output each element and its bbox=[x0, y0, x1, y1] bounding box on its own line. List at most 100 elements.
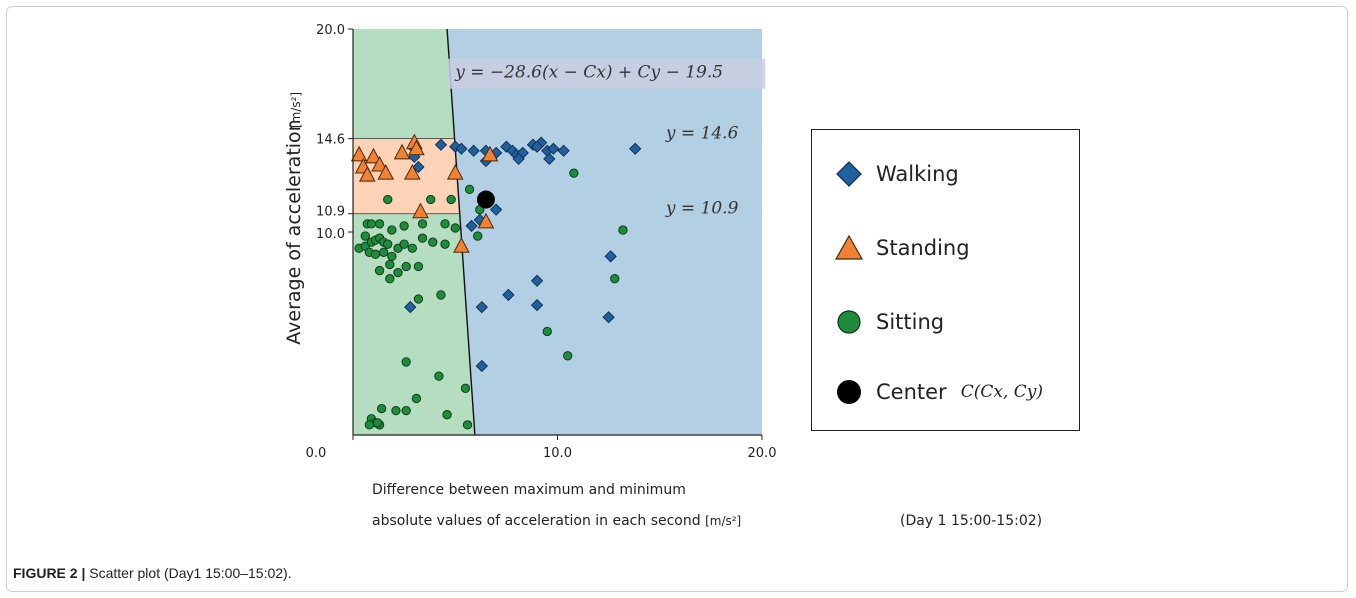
walking-point bbox=[412, 160, 425, 174]
circle-marker-icon bbox=[832, 305, 866, 339]
sitting-point bbox=[401, 261, 411, 272]
annotation-highlight bbox=[447, 58, 766, 89]
sitting-point bbox=[417, 233, 428, 243]
sitting-point bbox=[446, 194, 456, 205]
y-tick-label: 10.9 bbox=[316, 205, 345, 220]
walking-point bbox=[455, 142, 468, 155]
sitting-point bbox=[366, 219, 377, 229]
sitting-point bbox=[401, 357, 411, 367]
sitting-point bbox=[436, 290, 446, 300]
walking-point bbox=[602, 311, 615, 324]
sitting-point bbox=[618, 225, 628, 235]
sitting-point bbox=[370, 249, 381, 259]
sitting-point bbox=[569, 168, 579, 178]
walking-point bbox=[543, 152, 556, 166]
sitting-point bbox=[417, 219, 428, 229]
sitting-point bbox=[434, 371, 444, 381]
sitting-point bbox=[364, 420, 375, 430]
x-axis-unit: [m/s²] bbox=[705, 514, 742, 528]
sitting-point bbox=[442, 410, 452, 420]
sitting-point bbox=[610, 274, 620, 284]
sitting-point bbox=[387, 225, 397, 235]
walking-point bbox=[475, 359, 488, 373]
walking-point bbox=[502, 288, 515, 302]
sitting-point bbox=[440, 219, 450, 229]
walking-point bbox=[604, 250, 617, 263]
sitting-point bbox=[393, 267, 403, 278]
walking-point bbox=[475, 300, 488, 314]
walking-point bbox=[512, 152, 525, 166]
plot-annotations: y = −28.6(x − Cx) + Cy − 19.5 y = 14.6 y =… bbox=[447, 58, 766, 219]
standing-point bbox=[412, 202, 429, 219]
figure-frame bbox=[6, 6, 1348, 592]
standing-point bbox=[446, 164, 464, 180]
sitting-point bbox=[542, 326, 552, 337]
x-tick-label: 10.0 bbox=[543, 446, 572, 461]
legend-center-formula: C(Cx, Cy) bbox=[960, 382, 1043, 402]
standing-point bbox=[403, 164, 421, 180]
y-tick-label: 14.6 bbox=[316, 133, 345, 148]
standing-point bbox=[350, 145, 368, 162]
sitting-point bbox=[460, 383, 471, 393]
standing-point bbox=[477, 212, 495, 229]
legend-item-sitting: Sitting bbox=[832, 302, 944, 342]
legend-item-walking: Walking bbox=[832, 154, 959, 194]
legend-label-sitting: Sitting bbox=[876, 310, 945, 334]
walking-point bbox=[557, 144, 570, 157]
walking-point bbox=[629, 142, 642, 155]
legend-label-walking: Walking bbox=[876, 162, 959, 186]
boundary-line bbox=[446, 28, 476, 436]
black-dot-icon bbox=[832, 375, 866, 409]
sitting-point bbox=[440, 239, 450, 249]
standing-point bbox=[408, 139, 425, 156]
region-sitting bbox=[353, 29, 475, 435]
walking-point bbox=[530, 140, 544, 153]
walking-point bbox=[434, 138, 448, 151]
sitting-point bbox=[391, 405, 401, 416]
sitting-point bbox=[374, 265, 385, 276]
region-walking bbox=[447, 29, 762, 435]
caption-text: Scatter plot (Day1 15:00–15:02). bbox=[85, 565, 292, 581]
x-axis-label-line-1: Difference between maximum and minimum bbox=[372, 482, 686, 498]
legend-item-center: Center C(Cx, Cy) bbox=[832, 372, 1043, 412]
triangle-marker-icon bbox=[832, 231, 866, 265]
annotation-2: y = 14.6 bbox=[665, 124, 739, 144]
sitting-point bbox=[426, 194, 436, 205]
walking-point bbox=[465, 219, 478, 233]
center-point bbox=[476, 190, 495, 209]
standing-point bbox=[371, 155, 388, 172]
standing-point bbox=[453, 237, 470, 253]
sitting-point bbox=[385, 274, 395, 284]
x-tick-label: 0.0 bbox=[306, 446, 327, 461]
sitting-point bbox=[387, 251, 397, 262]
sitting-point bbox=[399, 239, 409, 249]
y-axis-unit: [m/s²] bbox=[289, 92, 303, 128]
annotation-1: y = −28.6(x − Cx) + Cy − 19.5 bbox=[454, 63, 723, 83]
sitting-point bbox=[376, 403, 387, 414]
plot-axes: 20.0 14.6 10.9 10.0 0.0 10.0 20.0 Average of ac… bbox=[283, 23, 776, 461]
walking-point bbox=[547, 142, 560, 155]
walking-point bbox=[490, 203, 503, 216]
sitting-point bbox=[360, 231, 370, 241]
sitting-point bbox=[383, 239, 393, 249]
sitting-point bbox=[464, 184, 475, 195]
plot-regions bbox=[352, 28, 762, 436]
standing-point bbox=[358, 166, 376, 182]
sitting-point bbox=[399, 221, 409, 231]
sitting-point bbox=[385, 259, 395, 270]
y-tick-label: 10.0 bbox=[316, 227, 345, 242]
sitting-point bbox=[413, 294, 424, 304]
day-note: (Day 1 15:00-15:02) bbox=[900, 513, 1043, 529]
sitting-point bbox=[473, 231, 483, 241]
sitting-point bbox=[450, 223, 460, 233]
sitting-point bbox=[413, 261, 424, 272]
y-axis-label: Average of acceleration bbox=[283, 119, 305, 344]
sitting-point bbox=[401, 405, 411, 416]
walking-point bbox=[530, 274, 544, 287]
walking-point bbox=[467, 144, 480, 157]
annotation-3: y = 10.9 bbox=[665, 199, 739, 219]
sitting-point bbox=[411, 393, 422, 404]
sitting-point bbox=[379, 247, 389, 257]
legend: Walking Standing Sitting Center C(Cx, Cy… bbox=[811, 129, 1080, 431]
